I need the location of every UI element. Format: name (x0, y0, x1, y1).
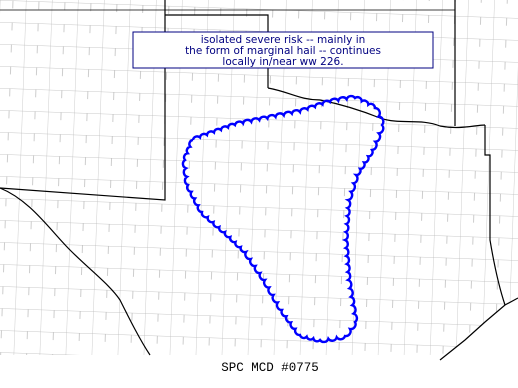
annotation-line: the form of marginal hail -- continues (185, 45, 381, 57)
md-outline (181, 94, 385, 344)
annotation-box (132, 31, 434, 69)
coast (439, 297, 518, 361)
annotation-line: locally in/near ww 226. (222, 56, 343, 68)
footer: SPC MCD #0775 (221, 361, 319, 375)
tx-la-border (484, 125, 506, 306)
annotation-line: isolated severe risk -- mainly in (201, 34, 366, 46)
rio-grande (0, 187, 151, 356)
